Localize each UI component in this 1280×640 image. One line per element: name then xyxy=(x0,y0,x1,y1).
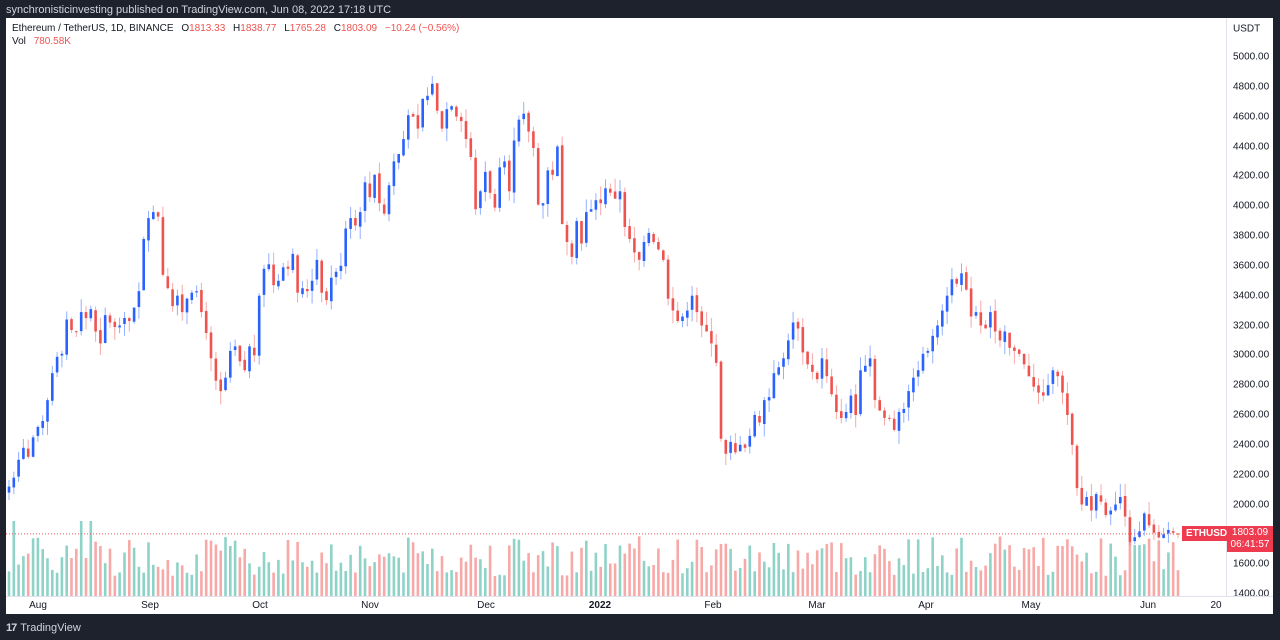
time-tick: Aug xyxy=(29,600,47,611)
time-tick: Feb xyxy=(704,600,722,611)
price-tick: 3800.00 xyxy=(1233,230,1270,242)
price-tick: 3200.00 xyxy=(1233,320,1270,331)
time-tick: Mar xyxy=(808,600,826,611)
time-tick: Apr xyxy=(918,600,934,611)
price-tick: 4600.00 xyxy=(1233,111,1270,123)
legend-ohlc-row: Ethereum / TetherUS, 1D, BINANCE O1813.3… xyxy=(12,22,464,35)
publish-info: synchronisticinvesting published on Trad… xyxy=(6,4,392,16)
legend-volume-row: Vol 780.58K xyxy=(12,35,464,48)
time-axis[interactable]: Aug Sep Oct Nov Dec 2022 Feb Mar Apr May Jun 20 xyxy=(6,596,1273,615)
time-tick: 20 xyxy=(1210,600,1222,611)
price-tick: 2600.00 xyxy=(1233,409,1270,421)
candlestick-chart[interactable] xyxy=(6,18,1226,596)
price-tick: 1400.00 xyxy=(1233,588,1270,600)
time-tick: Jun xyxy=(1139,600,1157,611)
price-tick: 4000.00 xyxy=(1233,200,1270,212)
legend-low: L1765.28 xyxy=(284,23,326,34)
chart-frame[interactable]: Ethereum / TetherUS, 1D, BINANCE O1813.3… xyxy=(6,18,1273,614)
legend-change: −10.24 (−0.56%) xyxy=(384,23,460,34)
time-tick: Dec xyxy=(477,600,495,611)
volume-bars xyxy=(7,521,1180,596)
price-tick: 5000.00 xyxy=(1233,51,1270,63)
legend-open: O1813.33 xyxy=(181,23,226,34)
time-tick: 2022 xyxy=(588,600,612,611)
price-tick: 3000.00 xyxy=(1233,349,1270,361)
tradingview-logo-icon: 17 xyxy=(6,622,17,634)
bar-countdown: 06:41:57 xyxy=(1230,538,1270,550)
footer: 17 TradingView xyxy=(6,620,81,636)
current-price: 1803.09 xyxy=(1231,526,1269,538)
price-axis[interactable]: USDT 5000.00 4800.00 4600.00 4400.00 4200.00… xyxy=(1226,18,1274,600)
legend-high: H1838.77 xyxy=(233,23,277,34)
price-tick: 2200.00 xyxy=(1233,469,1270,481)
time-tick: May xyxy=(1021,600,1041,611)
legend-vol-value: 780.58K xyxy=(33,36,71,47)
time-tick: Oct xyxy=(252,600,268,611)
current-price-badge: 1803.09 06:41:57 xyxy=(1227,525,1273,552)
price-tick: 4800.00 xyxy=(1233,81,1270,93)
footer-brand[interactable]: TradingView xyxy=(20,622,81,634)
legend-vol-label: Vol xyxy=(12,36,26,47)
candles xyxy=(7,75,1180,546)
symbol-badge: ETHUSDT xyxy=(1182,525,1238,541)
price-tick: 2800.00 xyxy=(1233,379,1270,391)
legend-close: C1803.09 xyxy=(333,23,378,34)
price-tick: 1600.00 xyxy=(1233,558,1270,570)
price-tick: 4200.00 xyxy=(1233,170,1270,182)
price-tick: 3600.00 xyxy=(1233,260,1270,272)
chart-legend: Ethereum / TetherUS, 1D, BINANCE O1813.3… xyxy=(12,22,464,48)
price-tick: 3400.00 xyxy=(1233,290,1270,302)
price-tick: 2400.00 xyxy=(1233,439,1270,451)
time-tick: Nov xyxy=(361,600,379,611)
legend-symbol[interactable]: Ethereum / TetherUS, 1D, BINANCE xyxy=(12,23,174,34)
price-tick: 4400.00 xyxy=(1233,141,1270,152)
price-axis-currency: USDT xyxy=(1233,23,1261,35)
time-tick: Sep xyxy=(141,600,159,611)
price-tick: 2000.00 xyxy=(1233,499,1270,510)
